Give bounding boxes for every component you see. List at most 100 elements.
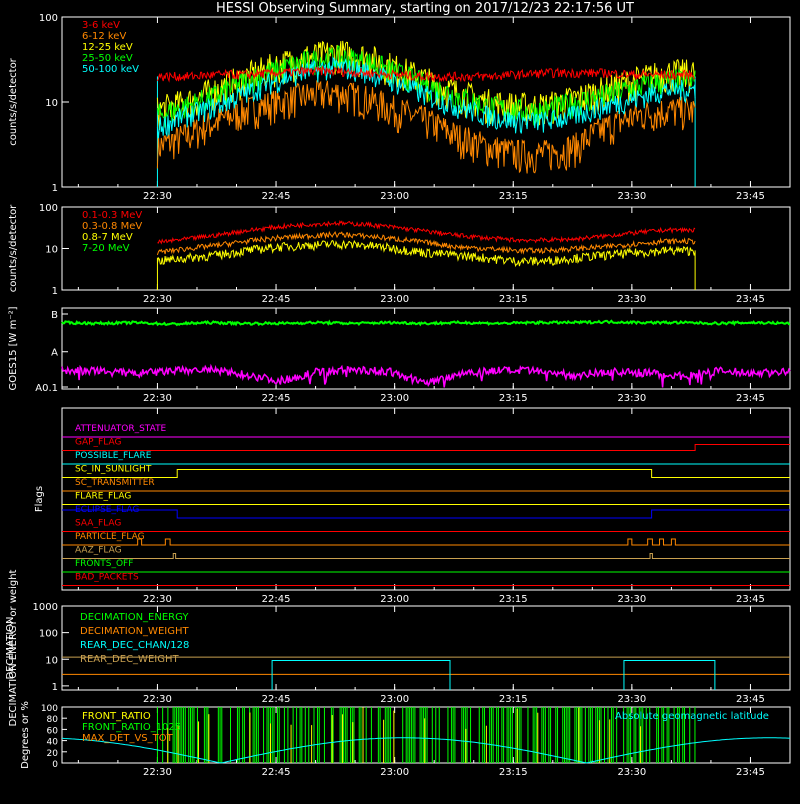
x-tick-label: 23:00 [380,393,409,404]
flag-label: SC_IN_SUNLIGHT [75,465,152,475]
x-tick-label: 23:00 [380,594,409,605]
flag-line-aaz-flag [62,553,790,559]
legend-entry: FRONT_RATIO [82,711,151,722]
y-axis-label: Degrees or % [20,701,31,769]
y-tick-label: 40 [47,738,59,748]
panel-frame-5 [61,706,791,764]
flag-label: ATTENUATOR_STATE [75,424,167,434]
series-line-0.3-0.8-mev [156,230,696,256]
goes-short-curve [61,363,791,388]
x-tick-label: 22:45 [262,694,291,705]
x-tick-label: 22:30 [143,694,172,705]
y-tick-label: 60 [47,726,59,736]
y-tick-label: 1000 [33,602,58,613]
rear-dec-chan-box [623,659,716,690]
series-line-6-12-kev [156,79,696,174]
y-tick-label: 10 [45,98,58,109]
y-tick-label: A0.1 [35,383,58,394]
flag-label: PARTICLE_FLAG [75,532,145,542]
x-tick-label: 23:00 [380,191,409,202]
rear-dec-chan-box [271,659,451,690]
legend-entry: 50-100 keV [82,64,139,75]
x-tick-label: 23:15 [499,393,528,404]
y-tick-label: 100 [39,203,58,214]
y-axis-label: counts/s/detector [8,57,19,145]
y-tick-label: 0 [52,760,58,770]
flag-label: AAZ_FLAG [75,546,122,556]
y-tick-label: 100 [39,13,58,24]
x-tick-label: 22:45 [262,294,291,305]
series-line-0.1-0.3-mev [157,220,696,245]
y-axis-label: DECIMATION ENERGY or weight [8,569,19,726]
x-tick-label: 23:30 [617,694,646,705]
x-tick-label: 23:30 [617,594,646,605]
flag-label: FRONTS_OFF [75,559,133,569]
legend-entry: 0.8-7 MeV [82,232,133,243]
x-tick-label: 23:45 [736,294,765,305]
x-tick-label: 23:15 [499,294,528,305]
legend-entry: 6-12 keV [82,31,126,42]
x-tick-label: 22:45 [262,393,291,404]
x-tick-label: 23:45 [736,694,765,705]
y-tick-label: 10 [45,655,58,666]
series-line-0.8-7-mev [156,239,696,268]
x-tick-label: 23:30 [617,767,646,778]
x-tick-label: 23:30 [617,294,646,305]
figure-title: HESSI Observing Summary, starting on 201… [216,1,634,16]
panel-frame-2 [61,307,791,390]
legend-entry: REAR_DEC_CHAN/128 [80,640,189,651]
flag-line-particle-flag [62,538,790,546]
flag-label: GAP_FLAG [75,438,121,448]
x-tick-label: 23:00 [380,694,409,705]
y-tick-label: 10 [45,245,58,256]
x-tick-label: 23:45 [736,594,765,605]
series-line-3-6-kev [156,65,696,83]
x-tick-label: 23:15 [499,191,528,202]
legend-entry: REAR_DEC_WEIGHT [80,654,179,665]
legend-entry: MAX_DET_VS_TOT [82,733,174,744]
x-tick-label: 22:45 [262,767,291,778]
x-tick-label: 23:15 [499,767,528,778]
y-tick-label: 100 [41,704,58,714]
y-axis-label: counts/s/detector [8,204,19,292]
y-tick-label: 100 [39,629,58,640]
y-tick-label: 1 [52,286,58,297]
legend-entry: 3-6 keV [82,20,120,31]
y-axis-label-line1: DECIMATION [5,616,16,679]
x-tick-label: 22:30 [143,191,172,202]
legend-entry: DECIMATION_WEIGHT [80,626,189,637]
x-tick-label: 23:45 [736,191,765,202]
legend-entry: DECIMATION_ENERGY [80,612,189,623]
legend-entry: FRONT_RATIO_1025 [82,722,181,733]
y-axis-label: GOES15 [W m⁻²] [8,306,19,390]
x-tick-label: 23:30 [617,393,646,404]
series-line-12-25-kev [156,40,696,131]
y-tick-label: 1 [52,183,58,194]
panel-frame-4 [61,605,791,691]
flag-label: POSSIBLE_FLARE [75,451,152,461]
flag-line-gap-flag [62,444,790,451]
legend-entry: 0.1-0.3 MeV [82,210,142,221]
legend-entry-geomagnetic: Absolute geomagnetic latitude [615,711,769,722]
x-tick-label: 22:45 [262,594,291,605]
legend-entry: 25-50 keV [82,53,133,64]
x-tick-label: 22:45 [262,191,291,202]
flag-label: SC_TRANSMITTER [75,478,155,488]
x-tick-label: 23:00 [380,294,409,305]
y-tick-label: 80 [47,715,59,725]
goes-long-curve [61,319,791,327]
x-tick-label: 23:45 [736,393,765,404]
x-tick-label: 23:15 [499,594,528,605]
legend-entry: 7-20 MeV [82,243,130,254]
x-tick-label: 23:15 [499,694,528,705]
x-tick-label: 23:45 [736,767,765,778]
y-tick-label: 1 [52,682,58,693]
legend-entry: 12-25 keV [82,42,133,53]
series-line-50-100-kev [156,56,696,139]
flag-label: FLARE_FLAG [75,492,131,502]
flag-label: SAA_FLAG [75,519,121,529]
y-tick-label: 20 [47,749,59,759]
panel-frame-3 [61,407,791,591]
y-tick-label: A [51,348,58,359]
